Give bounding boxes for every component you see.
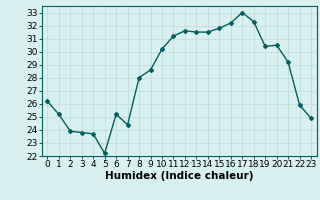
X-axis label: Humidex (Indice chaleur): Humidex (Indice chaleur) (105, 171, 253, 181)
